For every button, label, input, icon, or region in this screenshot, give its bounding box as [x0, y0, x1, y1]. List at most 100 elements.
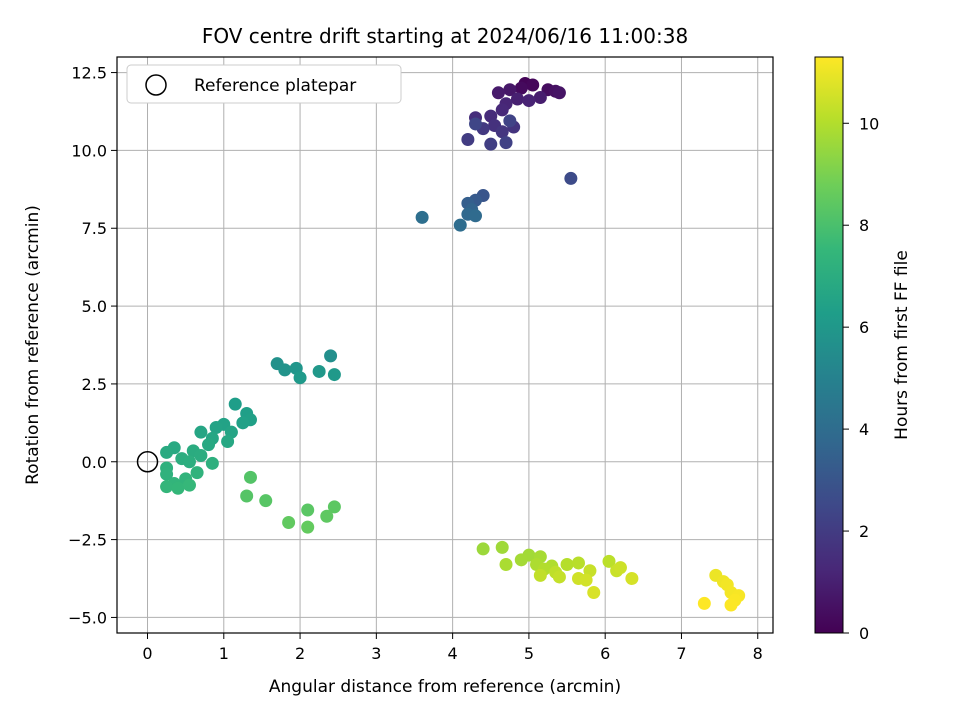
- legend-marker-open-circle: [145, 74, 167, 96]
- data-point: [209, 421, 223, 435]
- y-tick-label: 12.5: [71, 64, 107, 83]
- data-point: [293, 371, 307, 385]
- data-point: [613, 561, 627, 575]
- y-tick-label: 5.0: [82, 297, 107, 316]
- data-point: [476, 542, 490, 556]
- data-point: [228, 397, 242, 411]
- data-point: [194, 425, 208, 439]
- data-point: [499, 136, 513, 150]
- x-tick-label: 4: [448, 644, 458, 663]
- chart-title: FOV centre drift starting at 2024/06/16 …: [202, 24, 688, 48]
- data-point: [560, 558, 574, 572]
- data-point: [415, 210, 429, 224]
- colorbar-fill: [814, 56, 844, 634]
- colorbar-tick-label: 10: [859, 114, 879, 133]
- legend-label: Reference platepar: [194, 76, 356, 96]
- data-point: [182, 455, 196, 469]
- data-point: [491, 86, 505, 100]
- data-point: [564, 171, 578, 185]
- data-point: [160, 445, 174, 459]
- data-point: [461, 133, 475, 147]
- data-point: [259, 494, 273, 508]
- data-point: [533, 568, 547, 582]
- data-point: [495, 125, 509, 139]
- x-tick-label: 3: [371, 644, 381, 663]
- data-point: [221, 435, 235, 449]
- data-point: [327, 368, 341, 382]
- x-axis-label: Angular distance from reference (arcmin): [269, 677, 621, 697]
- x-axis-ticks: 0 1 2 3 4 5 6 7 8: [142, 633, 763, 663]
- data-point: [278, 363, 292, 377]
- y-tick-label: 0.0: [82, 453, 107, 472]
- data-points: [160, 76, 746, 612]
- data-point: [282, 515, 296, 529]
- data-point: [160, 467, 174, 481]
- data-point: [469, 209, 483, 223]
- data-point: [202, 438, 216, 452]
- legend: Reference platepar: [126, 64, 402, 104]
- data-point: [160, 480, 174, 494]
- plot-frame: [116, 56, 774, 634]
- data-point: [327, 500, 341, 514]
- data-point: [495, 103, 509, 117]
- data-point: [243, 470, 257, 484]
- data-point: [533, 90, 547, 104]
- data-point: [697, 596, 711, 610]
- data-point: [571, 556, 585, 570]
- y-tick-label: 7.5: [82, 219, 107, 238]
- x-tick-label: 8: [753, 644, 763, 663]
- y-tick-label: 2.5: [82, 375, 107, 394]
- data-point: [240, 489, 254, 503]
- colorbar-tick-label: 6: [859, 318, 869, 337]
- data-point: [469, 117, 483, 131]
- data-point: [526, 78, 540, 92]
- data-point: [312, 364, 326, 378]
- x-tick-label: 6: [600, 644, 610, 663]
- data-point: [552, 86, 566, 100]
- x-tick-label: 7: [676, 644, 686, 663]
- y-tick-label: −2.5: [68, 531, 107, 550]
- colorbar-tick-label: 4: [859, 420, 869, 439]
- data-point: [171, 481, 185, 495]
- data-point: [579, 573, 593, 587]
- x-tick-label: 5: [524, 644, 534, 663]
- data-point: [510, 92, 524, 106]
- data-point: [587, 586, 601, 600]
- data-point: [514, 81, 528, 95]
- colorbar-label: Hours from first FF file: [892, 250, 912, 440]
- y-tick-label: 10.0: [71, 141, 107, 160]
- data-point: [552, 570, 566, 584]
- data-point: [503, 83, 517, 97]
- y-axis-ticks: −5.0 −2.5 0.0 2.5 5.0 7.5 10.0 12.5: [68, 64, 117, 627]
- data-point: [724, 598, 738, 612]
- colorbar-ticks: 0 2 4 6 8 10: [843, 114, 879, 643]
- data-point: [324, 349, 338, 363]
- colorbar: 0 2 4 6 8 10 Hours from first FF file: [814, 56, 912, 643]
- colorbar-tick-label: 0: [859, 624, 869, 643]
- colorbar-tick-label: 2: [859, 522, 869, 541]
- data-point: [194, 449, 208, 463]
- data-point: [602, 554, 616, 568]
- data-point: [182, 478, 196, 492]
- data-point: [499, 558, 513, 572]
- data-point: [625, 572, 639, 586]
- data-point: [484, 137, 498, 151]
- data-point: [236, 416, 250, 430]
- data-point: [205, 456, 219, 470]
- data-point: [301, 503, 315, 517]
- x-tick-label: 1: [219, 644, 229, 663]
- reference-platepar-marker: [136, 451, 159, 473]
- y-axis-label: Rotation from reference (arcmin): [23, 205, 43, 485]
- data-point: [301, 520, 315, 534]
- x-tick-label: 0: [142, 644, 152, 663]
- data-point: [453, 218, 467, 232]
- colorbar-tick-label: 8: [859, 216, 869, 235]
- x-tick-label: 2: [295, 644, 305, 663]
- data-point: [320, 509, 334, 523]
- y-tick-label: −5.0: [68, 608, 107, 627]
- reference-marker-layer: [136, 451, 159, 473]
- data-point: [514, 553, 528, 567]
- grid-lines: [117, 57, 773, 633]
- data-point: [190, 466, 204, 480]
